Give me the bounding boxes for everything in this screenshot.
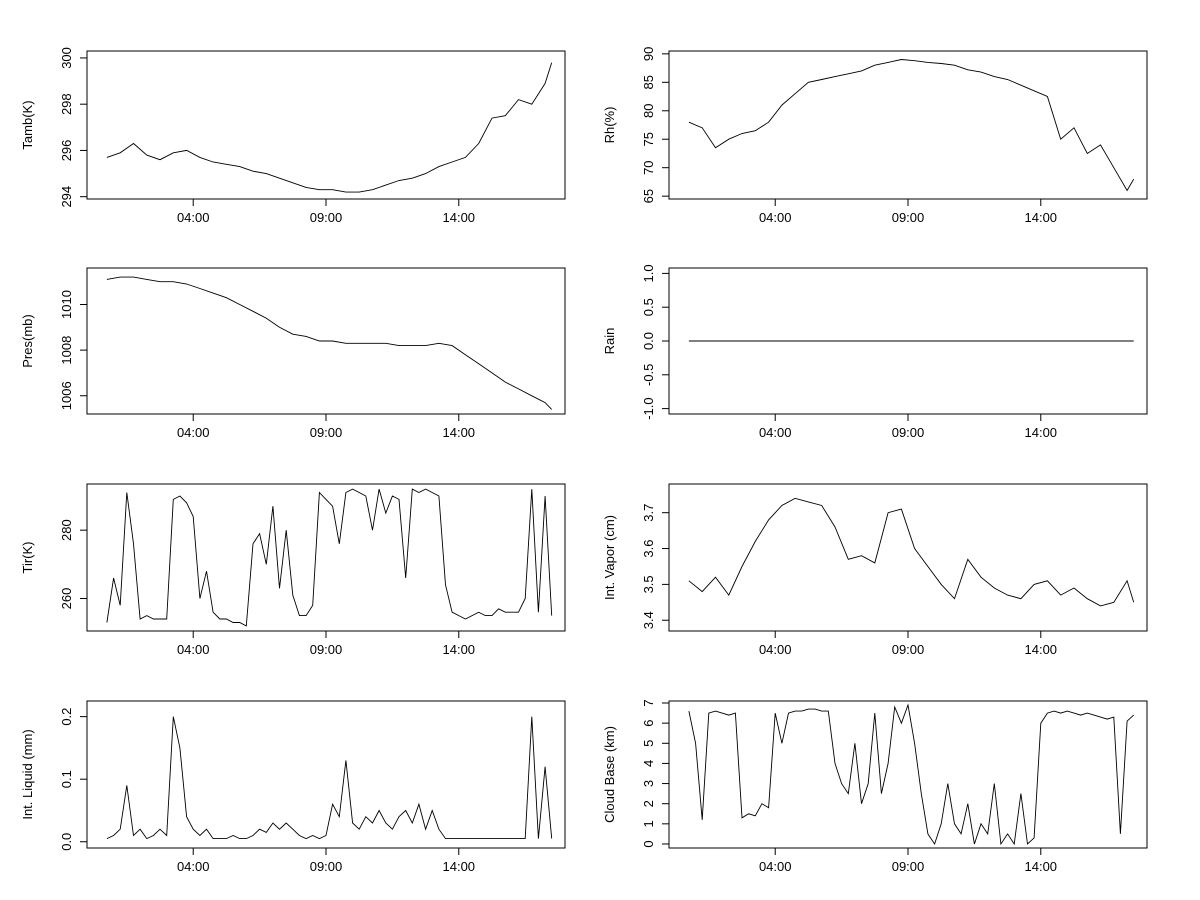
x-tick-label: 04:00 xyxy=(177,642,210,657)
series-line xyxy=(106,488,553,627)
y-tick-label: 1008 xyxy=(59,336,74,365)
y-tick-label: 6 xyxy=(641,720,656,727)
panel-tir: 04:00 09:00 14:00 260 280 Tir(K) xyxy=(20,483,566,657)
panel-rh: 04:00 09:00 14:00 65 70 75 80 85 90 Rh(%) xyxy=(602,47,1148,225)
y-tick-label: 3.4 xyxy=(641,611,656,629)
y-tick-label: 0.5 xyxy=(641,298,656,316)
y-tick-label: -1.0 xyxy=(641,397,656,419)
y-tick-label: 65 xyxy=(641,189,656,203)
y-tick-label: 85 xyxy=(641,75,656,89)
x-tick-label: 09:00 xyxy=(310,425,343,440)
y-axis-label: Tamb(K) xyxy=(20,100,35,149)
y-tick-label: 3.7 xyxy=(641,504,656,522)
series-line xyxy=(688,703,1135,846)
x-tick-label: 09:00 xyxy=(310,859,343,874)
y-tick-label: -0.5 xyxy=(641,364,656,386)
y-tick-label: 1.0 xyxy=(641,264,656,282)
y-tick-label: 80 xyxy=(641,104,656,118)
y-axis-label: Cloud Base (km) xyxy=(602,726,617,823)
y-axis-label: Tir(K) xyxy=(20,541,35,573)
y-tick-label: 4 xyxy=(641,760,656,767)
x-tick-label: 14:00 xyxy=(443,642,476,657)
panel-int-liquid: 04:00 09:00 14:00 0.0 0.1 0.2 Int. Liquid (mm) xyxy=(20,700,566,874)
x-tick-label: 09:00 xyxy=(892,642,925,657)
x-tick-label: 09:00 xyxy=(892,425,925,440)
y-tick-label: 1 xyxy=(641,820,656,827)
x-tick-label: 14:00 xyxy=(443,210,476,225)
series-line xyxy=(106,62,553,193)
y-tick-label: 0.0 xyxy=(641,332,656,350)
series-line xyxy=(688,497,1135,607)
plot-frame xyxy=(668,50,1148,200)
y-tick-label: 70 xyxy=(641,160,656,174)
panel-rain: 04:00 09:00 14:00 -1.0 -0.5 0.0 0.5 1.0 Rain xyxy=(602,264,1148,440)
x-tick-label: 04:00 xyxy=(759,859,792,874)
x-tick-label: 09:00 xyxy=(310,642,343,657)
x-tick-label: 04:00 xyxy=(759,642,792,657)
y-tick-label: 0 xyxy=(641,840,656,847)
y-tick-label: 75 xyxy=(641,132,656,146)
x-tick-label: 14:00 xyxy=(1025,642,1058,657)
panel-cloud-base: 04:00 09:00 14:00 0 1 2 3 4 5 6 7 Cloud Base (km) xyxy=(602,699,1148,874)
x-tick-label: 09:00 xyxy=(892,859,925,874)
y-axis-label: Int. Vapor (cm) xyxy=(602,515,617,600)
series-line xyxy=(106,716,553,840)
plot-frame xyxy=(86,700,566,849)
y-tick-label: 280 xyxy=(59,519,74,541)
y-axis-label: Pres(mb) xyxy=(20,314,35,367)
y-tick-label: 7 xyxy=(641,699,656,706)
series-line xyxy=(688,59,1135,192)
y-tick-label: 0.1 xyxy=(59,770,74,788)
y-tick-label: 1010 xyxy=(59,290,74,319)
y-tick-label: 3.6 xyxy=(641,539,656,557)
y-tick-label: 260 xyxy=(59,588,74,610)
x-tick-label: 09:00 xyxy=(892,210,925,225)
y-tick-label: 3.5 xyxy=(641,575,656,593)
x-tick-label: 04:00 xyxy=(759,210,792,225)
plot-frame xyxy=(668,700,1148,849)
plot-frame xyxy=(668,483,1148,632)
y-tick-label: 298 xyxy=(59,93,74,115)
x-tick-label: 04:00 xyxy=(177,210,210,225)
panel-int-vapor: 04:00 09:00 14:00 3.4 3.5 3.6 3.7 Int. Vapor (c… xyxy=(602,483,1148,657)
x-tick-label: 04:00 xyxy=(177,859,210,874)
y-axis-label: Rain xyxy=(602,328,617,355)
plot-frame xyxy=(86,483,566,632)
y-tick-label: 5 xyxy=(641,740,656,747)
y-axis-label: Int. Liquid (mm) xyxy=(20,729,35,819)
x-tick-label: 14:00 xyxy=(1025,425,1058,440)
y-tick-label: 3 xyxy=(641,780,656,787)
y-tick-label: 0.2 xyxy=(59,708,74,726)
panel-pres: 04:00 09:00 14:00 1006 1008 1010 Pres(mb) xyxy=(20,267,566,440)
x-tick-label: 09:00 xyxy=(310,210,343,225)
plot-frame xyxy=(86,50,566,200)
x-tick-label: 14:00 xyxy=(443,425,476,440)
y-tick-label: 90 xyxy=(641,47,656,61)
y-tick-label: 296 xyxy=(59,140,74,162)
y-axis-label: Rh(%) xyxy=(602,107,617,144)
series-line xyxy=(106,276,553,410)
x-tick-label: 14:00 xyxy=(443,859,476,874)
y-tick-label: 0.0 xyxy=(59,833,74,851)
x-tick-label: 14:00 xyxy=(1025,859,1058,874)
x-tick-label: 04:00 xyxy=(177,425,210,440)
y-tick-label: 294 xyxy=(59,186,74,208)
x-tick-label: 04:00 xyxy=(759,425,792,440)
panel-tamb: 04:00 09:00 14:00 294 296 298 300 Tamb(K) xyxy=(20,47,566,225)
y-tick-label: 1006 xyxy=(59,381,74,410)
y-tick-label: 300 xyxy=(59,47,74,69)
y-tick-label: 2 xyxy=(641,800,656,807)
x-tick-label: 14:00 xyxy=(1025,210,1058,225)
